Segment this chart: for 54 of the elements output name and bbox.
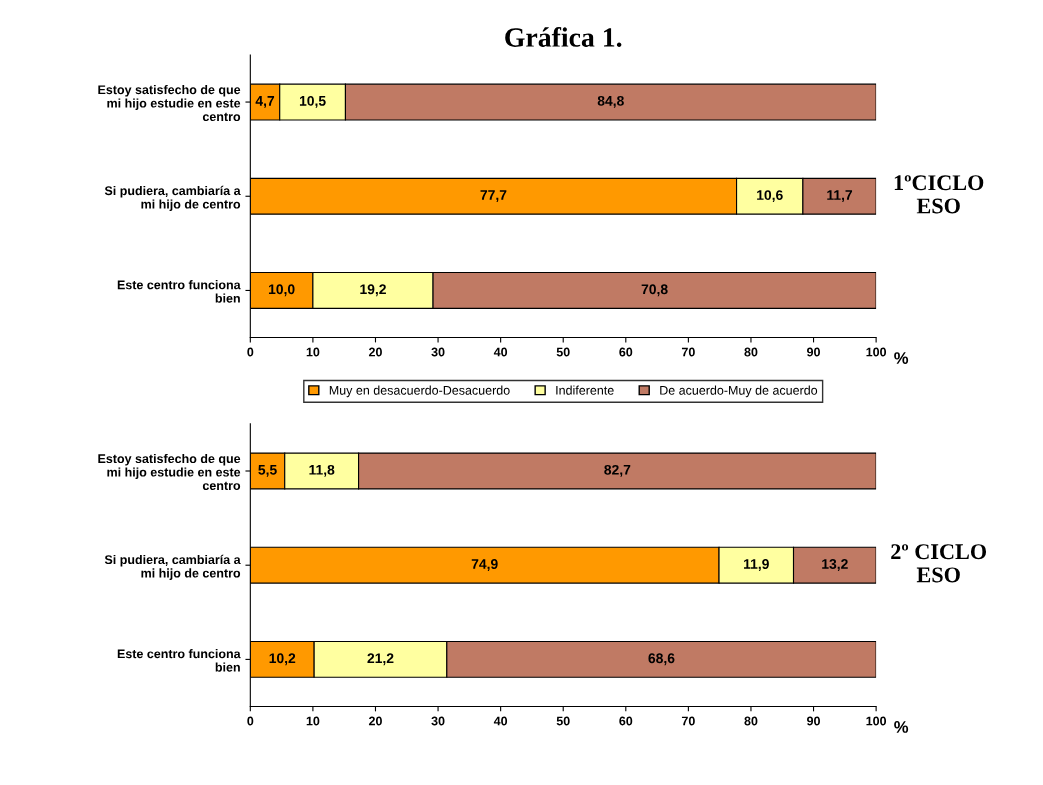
- data-label: 11,7: [827, 190, 853, 202]
- data-label: 77,7: [480, 190, 507, 202]
- chart-title: Gráfica 1.: [505, 27, 622, 48]
- legend-label: De acuerdo-Muy de acuerdo: [660, 385, 818, 398]
- x-tick-label: 40: [493, 716, 508, 726]
- y-tick-label: Estoy satisfecho de que mi hijo estudie en este centro: [98, 84, 241, 122]
- x-tick-label: 70: [681, 347, 695, 357]
- x-tick-label: 80: [744, 347, 758, 357]
- x-tick-label: 10: [306, 716, 320, 726]
- x-tick-label: 0: [247, 716, 254, 726]
- x-tick-label: 10: [306, 347, 320, 357]
- y-tick-label: Si pudiera, cambiaría a mi hijo de centro: [104, 554, 241, 581]
- data-label: 10,6: [757, 190, 783, 202]
- x-tick-label: 70: [681, 716, 695, 726]
- x-tick-label: 20: [368, 716, 382, 726]
- data-label: 5,5: [258, 465, 277, 477]
- data-label: 10,2: [269, 653, 296, 666]
- data-label: 70,8: [641, 284, 668, 297]
- x-axis-title: %: [894, 352, 909, 364]
- data-label: 84,8: [597, 95, 624, 108]
- x-tick-label: 100: [866, 347, 887, 357]
- x-tick-label: 80: [744, 716, 758, 726]
- x-axis-title: %: [894, 721, 909, 733]
- legend-label: Muy en desacuerdo-Desacuerdo: [329, 385, 510, 398]
- x-tick-label: 20: [368, 347, 382, 357]
- x-tick-label: 60: [619, 347, 633, 357]
- x-tick-label: 50: [556, 716, 570, 726]
- x-tick-label: 60: [619, 716, 633, 726]
- x-tick-label: 90: [807, 716, 820, 726]
- y-tick-label: Si pudiera, cambiaría a mi hijo de centro: [104, 185, 241, 212]
- data-label: 11,9: [744, 559, 769, 571]
- y-tick-label: Este centro funciona bien: [117, 280, 241, 303]
- data-label: 10,0: [268, 284, 295, 297]
- text: 1ºCICLO ESO: [894, 175, 984, 214]
- data-label: 68,6: [648, 653, 675, 666]
- x-tick-label: 0: [247, 347, 254, 357]
- data-label: 21,2: [367, 653, 394, 666]
- legend-label: Indiferente: [556, 385, 614, 395]
- x-tick-label: 30: [431, 716, 445, 726]
- data-label: 13,2: [822, 559, 848, 571]
- y-tick-label: Estoy satisfecho de que mi hijo estudie en este centro: [98, 453, 241, 491]
- x-tick-label: 50: [556, 347, 570, 357]
- data-label: 82,7: [604, 464, 631, 477]
- data-label: 19,2: [360, 284, 386, 297]
- x-tick-label: 100: [866, 716, 887, 726]
- y-tick-label: Este centro funciona bien: [117, 649, 241, 672]
- data-label: 4,7: [255, 96, 275, 108]
- data-label: 74,9: [471, 559, 498, 571]
- x-tick-label: 40: [493, 347, 508, 357]
- text: 2º CICLO ESO: [891, 544, 987, 583]
- data-label: 10,5: [299, 95, 326, 108]
- x-tick-label: 90: [807, 347, 820, 357]
- data-label: 11,8: [309, 464, 335, 477]
- x-tick-label: 30: [431, 347, 445, 357]
